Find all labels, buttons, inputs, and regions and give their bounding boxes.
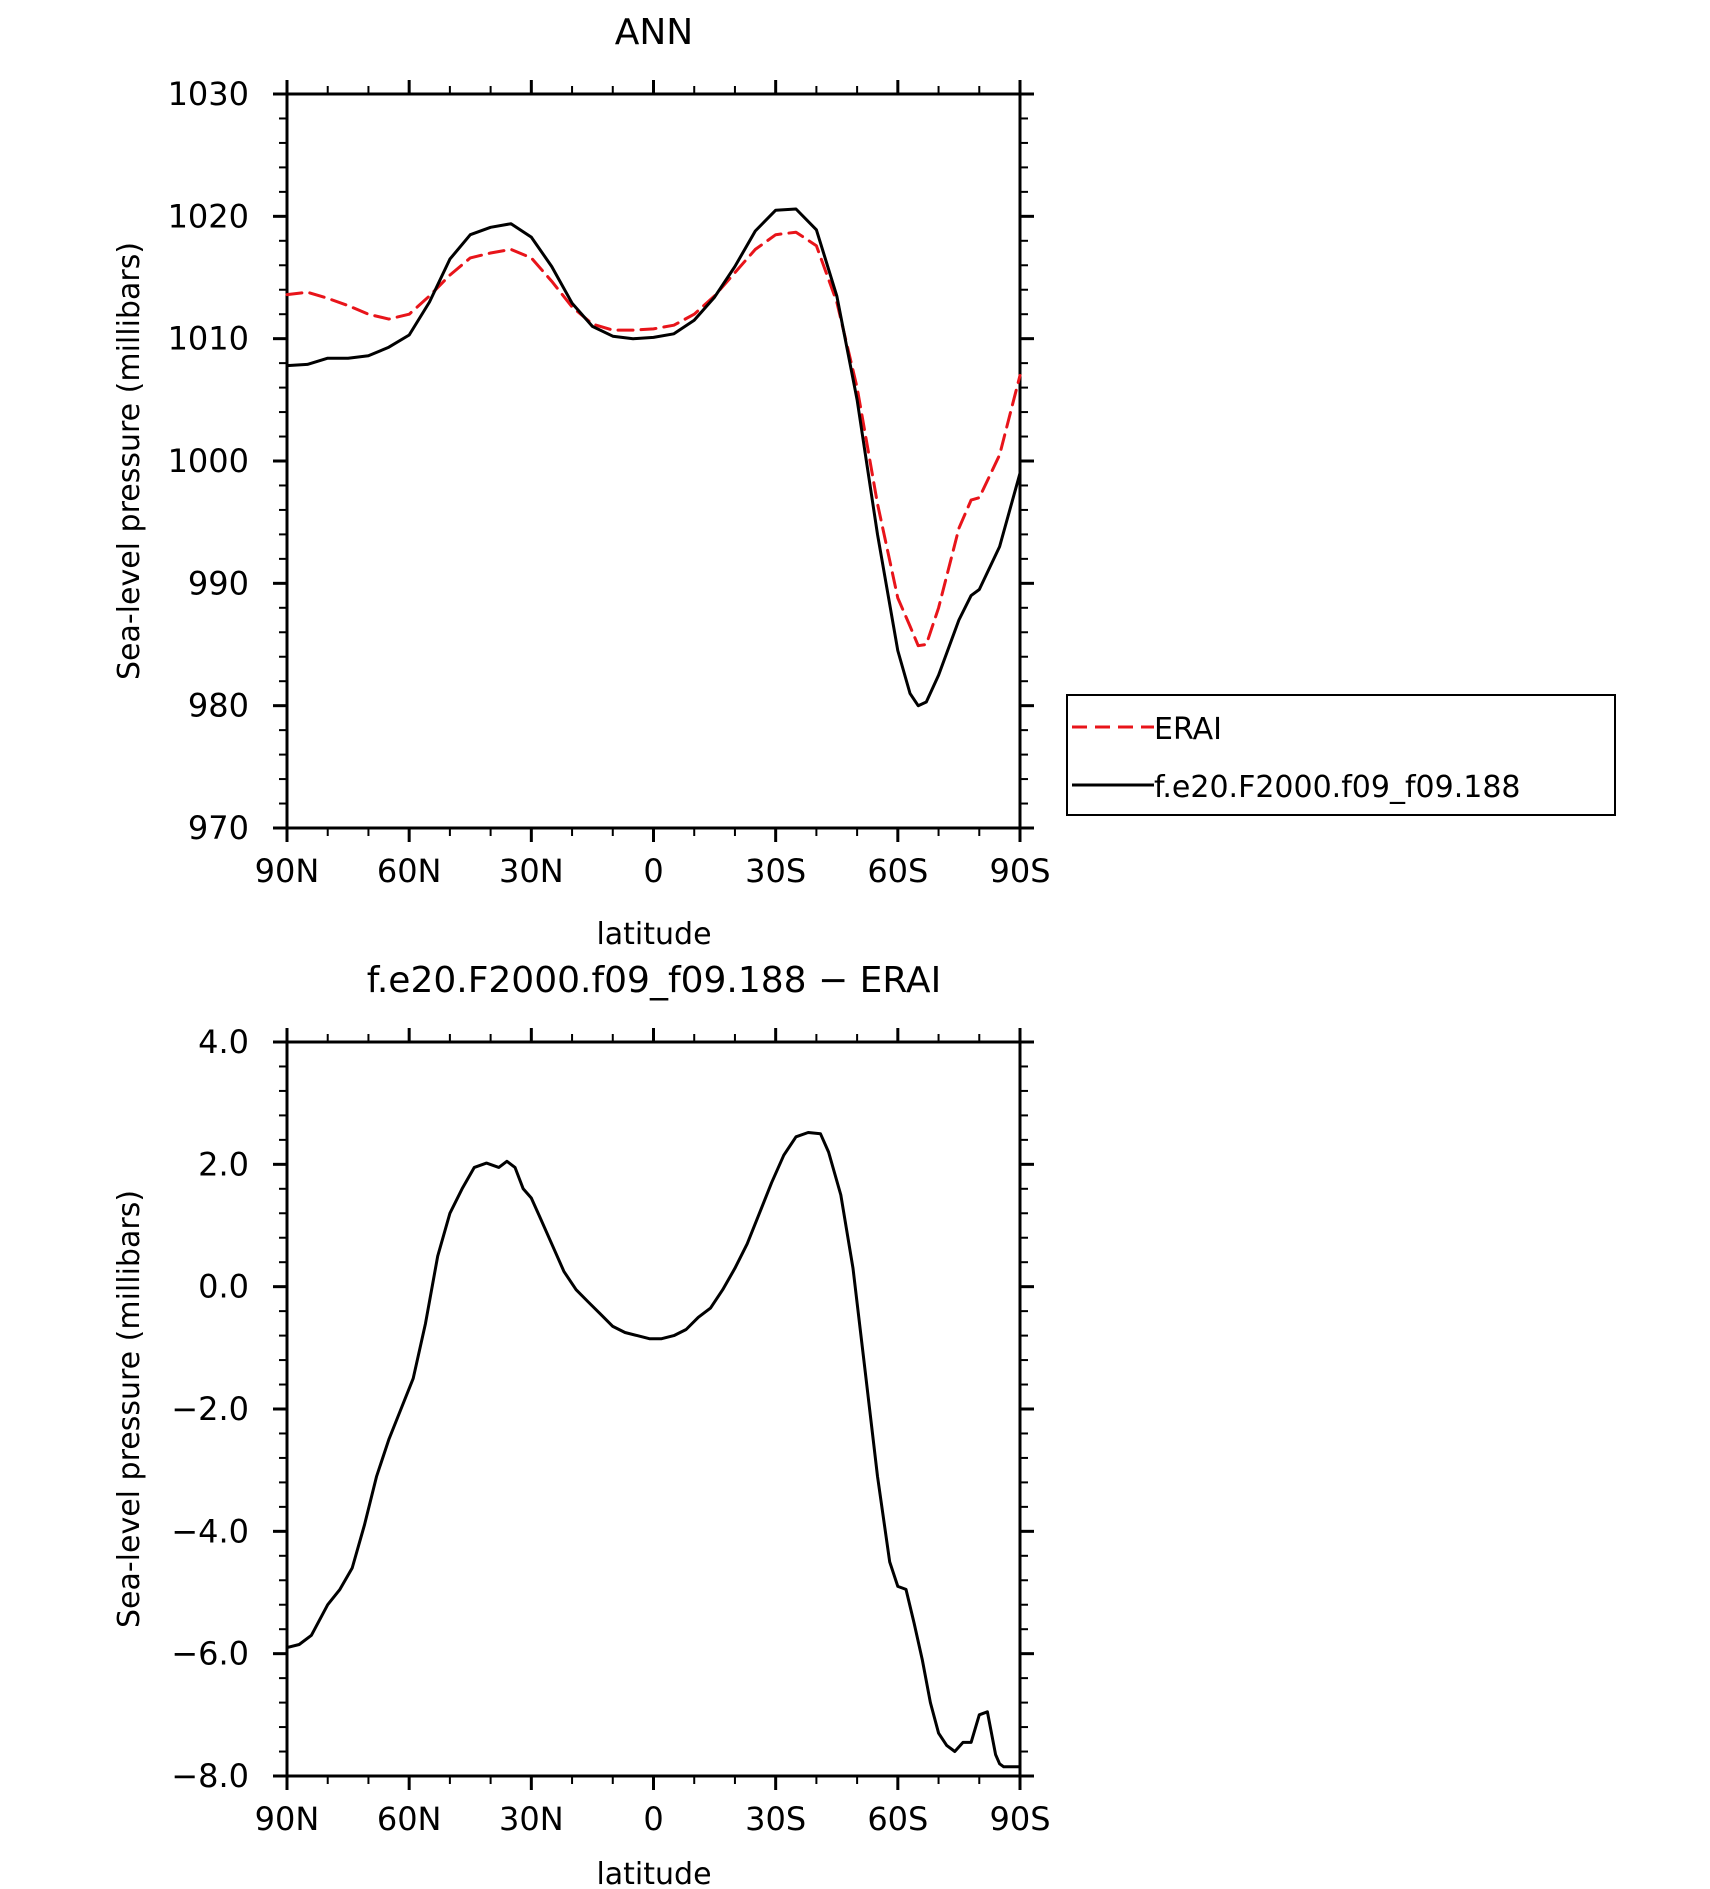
y-axis-label: Sea-level pressure (millibars) [112,242,147,680]
legend-label-erai: ERAI [1154,712,1222,747]
legend-label-model: f.e20.F2000.f09_f09.188 [1154,770,1521,805]
x-tick-label: 0 [643,1800,663,1838]
annual-slp-panel: ANN 970 980 990 1000 1010 1020 1030 90N 60N 30N 0… [112,12,1051,952]
plot-frame [285,1040,1022,1778]
y-tick-labels: −8.0 −6.0 −4.0 −2.0 0.0 2.0 4.0 [171,1023,249,1795]
y-tick-label: −2.0 [171,1390,249,1428]
x-tick-label: 30N [499,852,564,890]
x-tick-label: 60N [377,1800,442,1838]
x-tick-label: 90S [989,1800,1050,1838]
y-tick-label: 1020 [168,197,249,235]
x-tick-label: 90N [255,1800,320,1838]
y-tick-label: 4.0 [198,1023,249,1061]
y-tick-label: −8.0 [171,1757,249,1795]
x-tick-label: 60S [867,1800,928,1838]
y-tick-label: −6.0 [171,1635,249,1673]
x-tick-label: 60N [377,852,442,890]
x-tick-label: 30S [745,1800,806,1838]
difference-panel: f.e20.F2000.f09_f09.188 − ERAI −8.0−6.0−… [112,960,1051,1889]
x-axis-label: latitude [596,917,711,952]
grid-and-ticks [273,1028,1034,1790]
series-lines [285,207,1022,708]
grid-and-ticks [273,80,1034,842]
y-tick-label: 1010 [168,320,249,358]
legend-frame [1066,694,1616,816]
series-line-0 [285,230,1022,648]
x-tick-labels: 90N 60N 30N 0 30S 60S 90S [255,852,1051,890]
x-tick-label: 90S [989,852,1050,890]
y-tick-label: −4.0 [171,1512,249,1550]
x-axis-label: latitude [596,1857,711,1889]
y-tick-label: 1000 [168,442,249,480]
y-tick-label: 0.0 [198,1268,249,1306]
plot-frame [285,92,1022,830]
series-line-0 [285,1131,1022,1769]
y-tick-labels: 970 980 990 1000 1010 1020 1030 [168,75,249,847]
x-tick-label: 30N [499,1800,564,1838]
y-tick-label: 970 [188,809,249,847]
x-tick-label: 0 [643,852,663,890]
y-tick-label: 990 [188,564,249,602]
y-axis-label: Sea-level pressure (millibars) [112,1190,147,1628]
y-tick-label: 1030 [168,75,249,113]
panel-title: f.e20.F2000.f09_f09.188 − ERAI [367,960,941,1001]
x-tick-labels: 90N 60N 30N 0 30S 60S 90S [255,1800,1051,1838]
series-line-1 [285,207,1022,708]
y-tick-label: 980 [188,687,249,725]
x-tick-label: 30S [745,852,806,890]
x-tick-label: 60S [867,852,928,890]
panel-title: ANN [615,12,694,53]
y-tick-label: 2.0 [198,1145,249,1183]
x-tick-label: 90N [255,852,320,890]
series-lines [285,1131,1022,1769]
legend: ERAI f.e20.F2000.f09_f09.188 [1066,694,1616,816]
